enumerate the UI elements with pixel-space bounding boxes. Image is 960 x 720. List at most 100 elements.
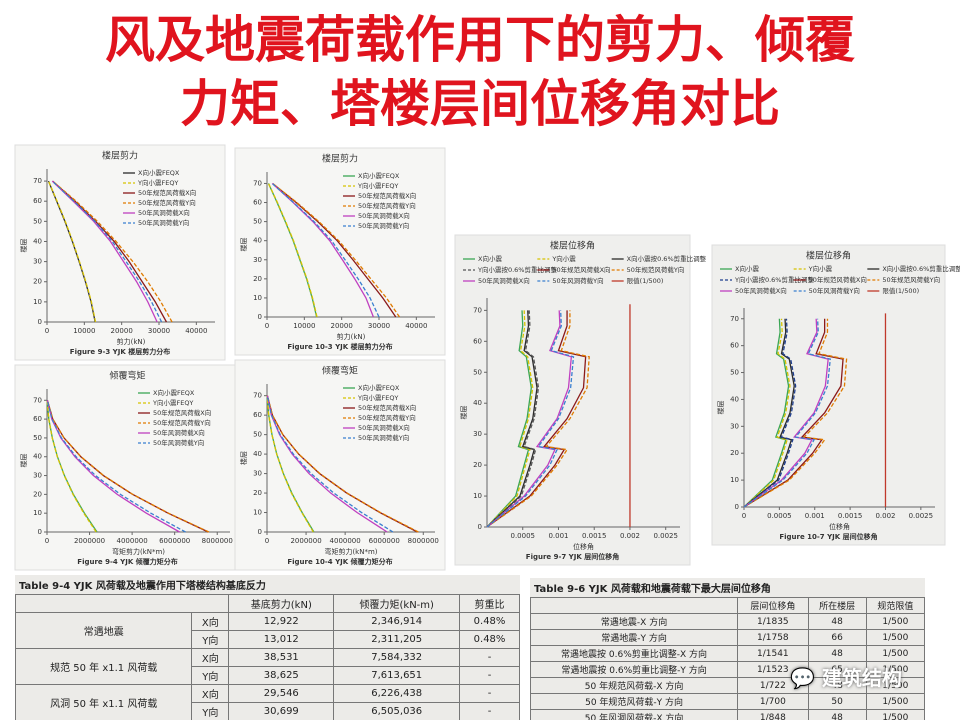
series-line	[266, 395, 394, 533]
header-cell: 倾覆力矩(kN-m)	[333, 594, 461, 613]
series-line	[272, 182, 401, 318]
y-tick-label: 0	[258, 528, 262, 536]
table-cell: 0.48%	[459, 612, 520, 631]
table-row: Y向 30,699 6,505,036-	[16, 702, 520, 720]
legend-label: 50年风洞荷载Y向	[358, 433, 409, 442]
table-cell: X向	[191, 648, 230, 667]
x-tick-label: 0.0025	[909, 512, 934, 520]
x-tick-label: 4000000	[330, 537, 361, 545]
watermark-text: 建筑结构	[821, 666, 902, 690]
header-cell: 层间位移角	[737, 597, 809, 614]
series-line	[486, 310, 573, 528]
table-row: Y向 13,012 2,311,205 0.48%	[16, 630, 520, 649]
legend-label: 50年规范风荷载Y向	[358, 413, 416, 422]
series-line	[743, 318, 844, 508]
table-cell: 1/848	[737, 709, 809, 720]
series-line	[486, 310, 534, 528]
table-cell: 50 年规范风荷载-X 方向	[529, 677, 739, 694]
table-cell: 2,346,914	[333, 612, 461, 631]
x-tick-label: 0.0005	[767, 512, 792, 520]
table-cell: 1/500	[865, 645, 926, 662]
chart-panel	[14, 364, 241, 571]
legend-label: 50年规范风荷载Y向	[138, 198, 196, 207]
table-cell: X向	[191, 684, 230, 703]
x-tick-label: 0	[45, 327, 49, 335]
legend-label: 限值(1/500)	[882, 286, 919, 295]
table-row: 常遇地震-X 方向 1/1835 48 1/500	[529, 613, 926, 630]
table-cell: 2,311,205	[333, 630, 461, 649]
y-tick-label: 30	[473, 430, 482, 438]
x-tick-label: 0	[45, 537, 49, 545]
table-caption: Table 9-4 YJK 风荷载及地震作用下塔楼结构基底反力	[19, 581, 266, 592]
legend-label: Y向小震FEQY	[137, 178, 178, 187]
chart-title: 楼层位移角	[806, 250, 851, 262]
y-tick-label: 40	[33, 237, 42, 245]
x-tick-label: 30000	[368, 322, 390, 330]
series-line	[486, 310, 532, 528]
legend-label: X向小震	[478, 254, 502, 263]
y-tick-label: 20	[253, 489, 262, 497]
chart-title: 楼层剪力	[102, 150, 138, 162]
series-line	[46, 400, 210, 533]
table-cell: Y向	[191, 666, 230, 685]
legend-label: 50年风洞荷载X向	[153, 428, 205, 437]
header-cell	[14, 594, 230, 613]
legend-label: Y向小震按0.6%剪重比调整	[734, 275, 814, 284]
y-tick-label: 20	[33, 490, 42, 498]
chart-caption: Figure 10-7 YJK 层间位移角	[779, 532, 877, 541]
y-tick-label: 30	[730, 422, 739, 430]
y-tick-label: 60	[253, 411, 262, 419]
legend-label: X向小震FEQX	[138, 168, 180, 177]
table-cell: 1/700	[737, 693, 809, 710]
legend-label: 50年规范风荷载Y向	[627, 265, 685, 274]
series-line	[486, 310, 590, 528]
legend-label: X向小震FEQX	[358, 171, 400, 180]
chart-title: 倾覆弯矩	[322, 365, 358, 377]
y-tick-label: 20	[730, 449, 739, 457]
y-tick-label: 50	[253, 431, 262, 439]
table-cell: 50 年规范风荷载-Y 方向	[529, 693, 739, 710]
series-line	[486, 310, 575, 528]
legend-label: 50年风洞荷载X向	[478, 276, 530, 285]
chart-panel	[711, 244, 946, 546]
y-tick-label: 70	[473, 306, 482, 314]
y-tick-label: 20	[33, 278, 42, 286]
y-tick-label: 30	[33, 258, 42, 266]
title-line: 风及地震荷载作用下的剪力、倾覆	[105, 11, 855, 69]
x-axis-label: 剪力(kN)	[337, 332, 366, 341]
legend-label: 50年风洞荷载X向	[358, 423, 410, 432]
table-cell: 常遇地震-X 方向	[529, 613, 739, 630]
header-cell: 剪重比	[459, 594, 520, 613]
table-cell: 48	[807, 613, 867, 630]
header-cell	[529, 597, 739, 614]
legend-label: 50年规范风荷载Y向	[153, 418, 211, 427]
y-tick-label: 60	[33, 197, 42, 205]
y-tick-label: 40	[253, 237, 262, 245]
x-tick-label: 0.001	[805, 512, 825, 520]
x-tick-label: 30000	[148, 327, 170, 335]
table-cell: 66	[807, 629, 867, 646]
legend-label: 50年规范风荷载X向	[358, 191, 416, 200]
x-axis-label: 弯矩剪力(kN*m)	[112, 547, 165, 556]
x-tick-label: 0.001	[548, 532, 568, 540]
x-tick-label: 0	[265, 322, 269, 330]
table-cell: 0.48%	[459, 630, 520, 649]
x-tick-label: 0	[265, 537, 269, 545]
y-tick-label: 0	[478, 523, 482, 531]
chart-title: 楼层剪力	[322, 153, 358, 165]
table-row: 50 年风洞风荷载-X 方向 1/848 48 1/500	[529, 709, 926, 720]
legend-label: Y向小震	[808, 264, 833, 273]
table-cell: 1/500	[865, 629, 926, 646]
series-line	[52, 180, 173, 323]
table-row: 风洞 50 年 x1.1 风荷载 X向 29,546 6,226,438-	[14, 684, 520, 720]
series-line	[743, 318, 832, 508]
table-cell: Y向	[191, 702, 230, 720]
table-cell: 50	[807, 693, 867, 710]
table-cell: 1/1758	[737, 629, 809, 646]
legend-label: 50年规范风荷载X向	[809, 275, 867, 284]
table-caption: Table 9-6 YJK 风荷载和地震荷载下最大层间位移角	[534, 584, 771, 595]
table: 层间位移角 所在楼层 规范限值 常遇地震-X 方向 1/1835 48 1/500 常遇地震-…	[529, 597, 926, 720]
table-cell: 1/500	[865, 709, 926, 720]
group-cell: 风洞 50 年 x1.1 风荷载	[14, 684, 193, 720]
